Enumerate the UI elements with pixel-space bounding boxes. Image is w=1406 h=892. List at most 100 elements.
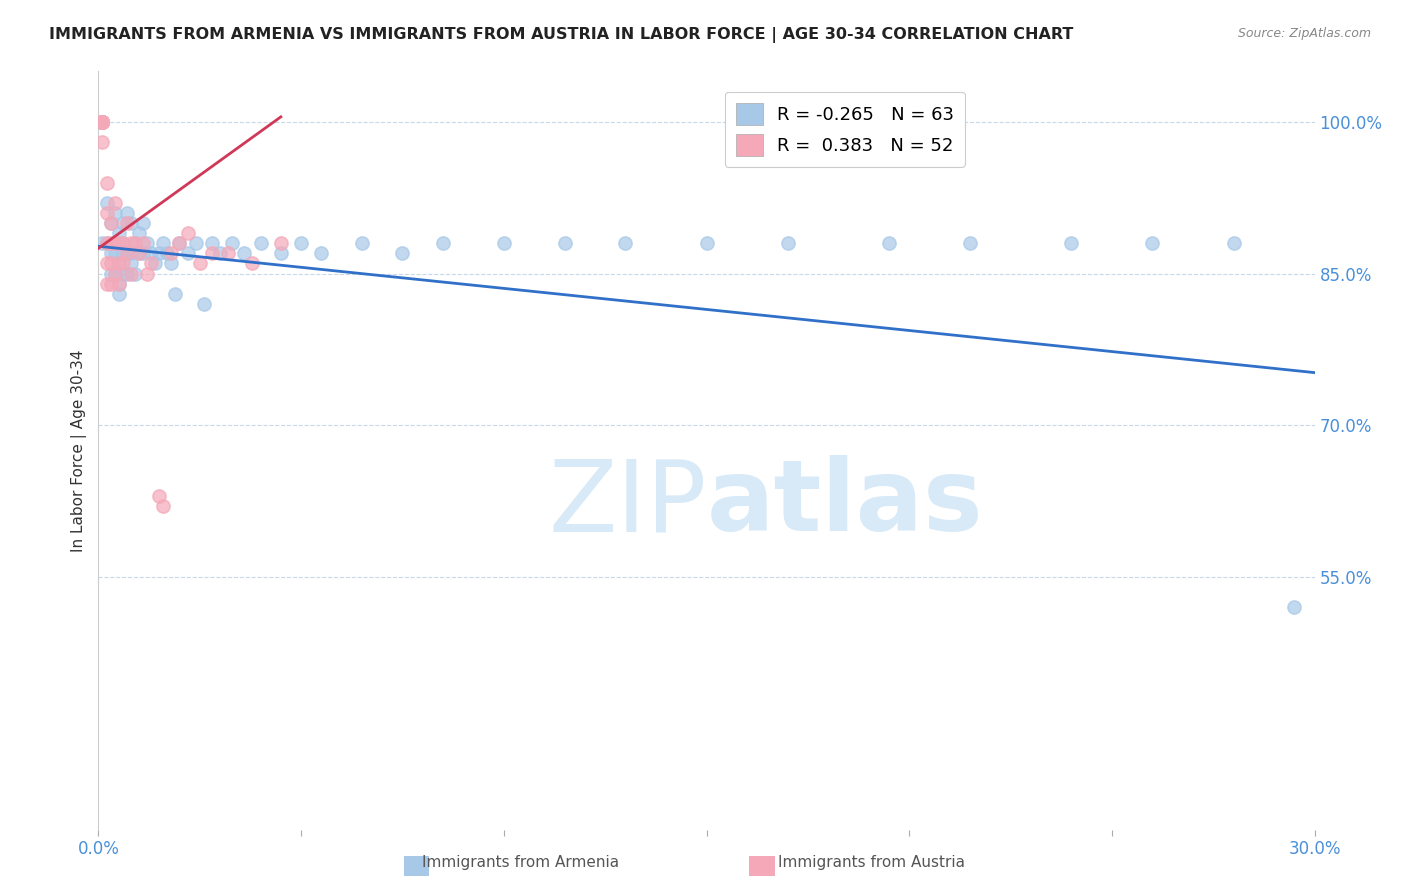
Point — [233, 246, 256, 260]
Point — [124, 236, 146, 251]
Point — [139, 246, 162, 260]
Point — [1142, 236, 1164, 251]
Point — [120, 216, 142, 230]
Text: atlas: atlas — [707, 455, 983, 552]
Point — [160, 246, 183, 260]
Point — [91, 115, 114, 129]
Point — [91, 115, 114, 129]
Point — [96, 236, 118, 251]
Point — [201, 236, 224, 251]
Point — [492, 236, 515, 251]
Point — [100, 256, 122, 270]
Point — [1222, 236, 1244, 251]
Point — [132, 216, 155, 230]
Point — [128, 246, 150, 260]
Point — [217, 246, 239, 260]
Text: Source: ZipAtlas.com: Source: ZipAtlas.com — [1237, 27, 1371, 40]
Point — [100, 216, 122, 230]
Point — [91, 135, 114, 149]
Point — [160, 256, 183, 270]
Point — [91, 115, 114, 129]
Point — [115, 267, 138, 281]
Point — [614, 236, 637, 251]
Point — [107, 277, 129, 291]
Point — [128, 246, 150, 260]
Point — [242, 256, 264, 270]
Point — [124, 267, 146, 281]
Point — [176, 246, 198, 260]
Point — [91, 115, 114, 129]
Point — [115, 216, 138, 230]
Point — [148, 489, 170, 503]
Point — [249, 236, 271, 251]
Point — [120, 246, 142, 260]
Point — [91, 236, 114, 251]
Point — [124, 236, 146, 251]
Point — [115, 206, 138, 220]
Point — [104, 267, 127, 281]
Point — [100, 216, 122, 230]
Point — [91, 115, 114, 129]
Point — [169, 236, 191, 251]
Point — [350, 236, 373, 251]
Point — [270, 246, 292, 260]
Point — [290, 236, 312, 251]
Point — [100, 277, 122, 291]
Point — [169, 236, 191, 251]
Point — [111, 256, 134, 270]
Point — [107, 236, 129, 251]
Point — [959, 236, 981, 251]
Point — [107, 226, 129, 240]
Point — [104, 236, 127, 251]
Point — [111, 216, 134, 230]
Point — [104, 246, 127, 260]
Point — [696, 236, 718, 251]
Point — [96, 176, 118, 190]
Point — [107, 256, 129, 270]
Point — [311, 246, 333, 260]
Point — [120, 267, 142, 281]
Point — [100, 236, 122, 251]
Point — [91, 115, 114, 129]
Point — [107, 286, 129, 301]
Point — [188, 256, 211, 270]
Point — [104, 195, 127, 210]
Point — [176, 226, 198, 240]
Point — [91, 115, 114, 129]
Point — [156, 246, 179, 260]
Point — [209, 246, 232, 260]
Legend: R = -0.265   N = 63, R =  0.383   N = 52: R = -0.265 N = 63, R = 0.383 N = 52 — [725, 92, 965, 167]
Point — [107, 277, 129, 291]
Point — [96, 195, 118, 210]
Point — [139, 256, 162, 270]
Point — [221, 236, 243, 251]
Point — [432, 236, 454, 251]
Point — [1060, 236, 1083, 251]
Point — [554, 236, 576, 251]
Point — [104, 206, 127, 220]
Point — [104, 267, 127, 281]
Point — [91, 115, 114, 129]
Point — [391, 246, 413, 260]
Point — [136, 267, 159, 281]
Point — [776, 236, 799, 251]
Point — [143, 256, 166, 270]
Point — [100, 246, 122, 260]
Point — [128, 226, 150, 240]
Point — [96, 256, 118, 270]
Point — [96, 206, 118, 220]
Point — [100, 267, 122, 281]
Point — [152, 236, 174, 251]
Point — [148, 246, 170, 260]
Point — [91, 115, 114, 129]
Point — [120, 236, 142, 251]
Point — [91, 115, 114, 129]
Point — [120, 256, 142, 270]
Y-axis label: In Labor Force | Age 30-34: In Labor Force | Age 30-34 — [72, 349, 87, 552]
Point — [877, 236, 900, 251]
Point — [136, 236, 159, 251]
Point — [132, 246, 155, 260]
Point — [91, 115, 114, 129]
Point — [115, 246, 138, 260]
Point — [91, 115, 114, 129]
